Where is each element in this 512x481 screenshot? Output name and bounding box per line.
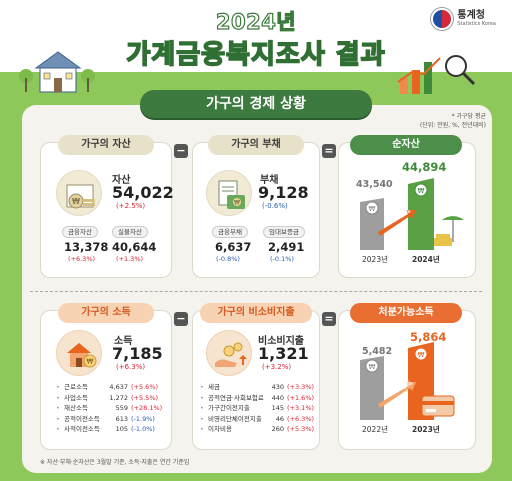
lease-deposit-tag: 임대보증금 bbox=[263, 226, 305, 238]
net-assets-curr-value: 44,894 bbox=[402, 160, 447, 174]
page-title: 가계금융복지조사 결과 bbox=[126, 39, 386, 71]
won-coin-icon bbox=[414, 347, 428, 361]
income-icon: ₩ bbox=[56, 330, 102, 376]
taegeuk-icon bbox=[431, 8, 454, 30]
svg-text:₩: ₩ bbox=[369, 363, 376, 371]
nonconsumption-label: 비소비지출 bbox=[258, 336, 304, 347]
equals-operator: = bbox=[322, 144, 336, 158]
list-item: • 공적연금·사회보험료 440 (+1.6%) bbox=[200, 393, 315, 402]
svg-text:₩: ₩ bbox=[72, 197, 80, 206]
statistics-korea-logo: 통계청 Statistics Korea bbox=[431, 8, 496, 30]
real-assets-tag: 실물자산 bbox=[112, 226, 148, 238]
nonconsumption-card bbox=[192, 310, 320, 450]
nonconsumption-value: 1,321 bbox=[258, 344, 309, 363]
lease-deposit-value: 2,491 bbox=[268, 240, 305, 254]
list-item: • 이자비용 260 (+5.3%) bbox=[200, 425, 315, 433]
real-assets-change: (+1.3%) bbox=[116, 255, 144, 263]
svg-text:₩: ₩ bbox=[418, 351, 425, 359]
svg-text:₩: ₩ bbox=[87, 358, 94, 366]
disposable-income-bar-chart: ₩ ₩ bbox=[360, 342, 455, 420]
logo-text: 통계청 bbox=[457, 10, 485, 21]
svg-text:₩: ₩ bbox=[369, 205, 376, 213]
credit-card-icon bbox=[421, 395, 455, 417]
income-label: 소득 bbox=[114, 336, 133, 347]
won-coin-icon bbox=[365, 201, 379, 215]
assets-label: 자산 bbox=[112, 175, 131, 186]
debt-icon: ₩ bbox=[206, 170, 252, 216]
income-change: (+6.3%) bbox=[116, 363, 146, 371]
list-item: • 재산소득 559 (+28.1%) bbox=[56, 404, 163, 412]
financial-debt-change: (-0.8%) bbox=[216, 255, 240, 263]
nonconsumption-change: (+3.2%) bbox=[262, 363, 292, 371]
debt-change: (-0.6%) bbox=[262, 202, 288, 210]
financial-debt-tag: 금융부채 bbox=[212, 226, 248, 238]
growth-chart-icon bbox=[397, 55, 476, 94]
list-item: • 사적이전소득 105 (-1.0%) bbox=[56, 425, 155, 433]
hands-coins-icon bbox=[215, 342, 247, 367]
disposable-prev-year: 2022년 bbox=[362, 425, 388, 434]
list-item: • 비영리단체이전지출 46 (+6.3%) bbox=[200, 414, 315, 423]
won-coin-icon bbox=[365, 359, 379, 373]
assets-icon: ₩ bbox=[56, 170, 102, 216]
income-items-list: • 근로소득 4,637 (+5.6%) • 사업소득 1,272 (+5.5%) • 재산소… bbox=[56, 382, 170, 435]
net-assets-curr-bar bbox=[408, 178, 434, 250]
debt-value: 9,128 bbox=[258, 183, 309, 202]
assets-value: 54,022 bbox=[112, 183, 174, 202]
real-assets-value: 40,644 bbox=[112, 240, 157, 254]
income-value: 7,185 bbox=[112, 344, 163, 363]
header-year: 2024년 bbox=[215, 9, 297, 34]
financial-assets-value: 13,378 bbox=[64, 240, 109, 254]
net-assets-bar-chart: ₩ ₩ bbox=[360, 178, 464, 250]
list-item: • 근로소득 4,637 (+5.6%) bbox=[56, 383, 159, 391]
disposable-income-pill: 처분가능소득 bbox=[350, 303, 462, 323]
debt-label: 부채 bbox=[260, 175, 279, 186]
unit-note-line1: * 가구당 평균 bbox=[451, 113, 486, 120]
net-assets-pill: 순자산 bbox=[350, 135, 462, 155]
nonconsumption-pill: 가구의 비소비지출 bbox=[200, 303, 312, 323]
increase-arrow-icon bbox=[378, 210, 416, 236]
disposable-prev-value: 5,482 bbox=[362, 346, 393, 357]
financial-assets-change: (+6.3%) bbox=[68, 255, 96, 263]
assets-pill: 가구의 자산 bbox=[58, 135, 154, 155]
minus-operator: − bbox=[174, 144, 188, 158]
section-divider bbox=[30, 291, 482, 292]
nonconsumption-items-list: • 세금 430 (+3.3%) • 공적연금·사회보험료 440 (+1.6%) • 가구간… bbox=[200, 382, 318, 435]
nonconsumption-icon bbox=[206, 330, 252, 376]
financial-debt-value: 6,637 bbox=[215, 240, 252, 254]
list-item: • 사업소득 1,272 (+5.5%) bbox=[56, 393, 159, 402]
coin-umbrella-icon bbox=[434, 216, 464, 246]
net-assets-prev-value: 43,540 bbox=[356, 179, 393, 190]
minus-operator: − bbox=[174, 312, 188, 326]
net-assets-prev-bar bbox=[360, 198, 384, 250]
unit-note: * 가구당 평균 (단위: 만원, %, 전년대비) bbox=[420, 112, 486, 130]
list-item: • 세금 430 (+3.3%) bbox=[200, 383, 315, 391]
net-assets-curr-year: 2024년 bbox=[412, 255, 440, 264]
section-title: 가구의 경제 상황 bbox=[140, 90, 372, 118]
list-item: • 공적이전소득 613 (-1.9%) bbox=[56, 414, 155, 423]
document-wallet-icon: ₩ bbox=[218, 180, 245, 209]
income-pill: 가구의 소득 bbox=[58, 303, 154, 323]
coin-stack-icon: ₩ bbox=[66, 184, 95, 209]
house-coin-icon: ₩ bbox=[67, 343, 97, 368]
svg-text:₩: ₩ bbox=[234, 200, 240, 207]
financial-assets-tag: 금융자산 bbox=[62, 226, 98, 238]
disposable-curr-value: 5,864 bbox=[410, 330, 447, 344]
list-item: • 가구간이전지출 145 (+3.1%) bbox=[200, 404, 315, 412]
increase-arrow-icon bbox=[378, 382, 416, 408]
unit-note-line2: (단위: 만원, %, 전년대비) bbox=[419, 122, 486, 129]
disposable-curr-year: 2023년 bbox=[412, 425, 440, 434]
house-illustration-icon bbox=[19, 51, 95, 93]
assets-card bbox=[40, 142, 172, 278]
footnote: ※ 자산·부채·순자산은 3월말 기준, 소득·지출은 연간 기준임 bbox=[40, 459, 190, 466]
debt-pill: 가구의 부채 bbox=[208, 135, 304, 155]
equals-operator: = bbox=[322, 312, 336, 326]
assets-change: (+2.5%) bbox=[116, 202, 146, 210]
logo-subtext: Statistics Korea bbox=[457, 21, 496, 27]
svg-text:₩: ₩ bbox=[418, 187, 425, 195]
won-coin-icon bbox=[414, 183, 428, 197]
lease-deposit-change: (-0.1%) bbox=[270, 255, 294, 263]
net-assets-prev-year: 2023년 bbox=[362, 255, 388, 264]
